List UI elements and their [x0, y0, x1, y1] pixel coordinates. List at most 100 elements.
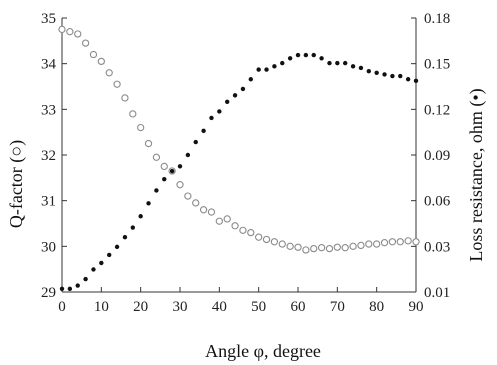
loss-resistance-point	[154, 188, 159, 193]
q-factor-point	[262, 235, 271, 244]
y-left-axis-title: Q-factor (○)	[6, 140, 27, 228]
q-factor-point	[207, 208, 216, 216]
y-right-tick-label: 0.12	[424, 102, 450, 118]
loss-resistance-point	[287, 56, 293, 61]
loss-resistance-point	[280, 60, 285, 66]
q-factor-point	[89, 50, 98, 59]
q-factor-point	[58, 25, 66, 34]
q-factor-point	[270, 238, 279, 246]
loss-resistance-point	[146, 201, 151, 206]
loss-resistance-point	[107, 252, 112, 258]
y-left-axis-ticks: 29 30 31 32 33 34 35	[41, 11, 67, 301]
q-factor-point	[349, 242, 357, 250]
loss-resistance-point	[405, 77, 411, 82]
x-tick-label: 90	[409, 299, 424, 315]
x-tick-label: 40	[212, 299, 227, 315]
loss-resistance-point	[225, 99, 230, 105]
loss-resistance-point	[75, 283, 80, 288]
loss-resistance-point	[232, 93, 238, 98]
q-factor-point	[412, 238, 420, 246]
loss-resistance-point	[413, 78, 419, 84]
loss-resistance-point	[303, 52, 309, 58]
loss-resistance-point	[185, 152, 191, 158]
q-factor-point	[325, 244, 334, 253]
y-right-axis-title: Loss resistance, ohm (•)	[466, 88, 487, 261]
q-factor-point	[286, 242, 294, 250]
loss-resistance-point	[162, 176, 167, 182]
y-right-tick-label: 0.03	[424, 239, 450, 255]
loss-resistance-point	[248, 77, 253, 82]
x-tick-label: 50	[251, 299, 266, 315]
x-tick-label: 80	[369, 299, 384, 315]
loss-resistance-point	[350, 64, 356, 69]
y-left-tick-label: 30	[41, 239, 56, 255]
q-factor-point	[294, 243, 302, 251]
loss-resistance-point	[122, 235, 128, 240]
q-factor-point	[365, 240, 373, 248]
y-right-tick-label: 0.09	[424, 148, 450, 164]
q-factor-point	[247, 228, 255, 237]
y-left-tick-label: 32	[41, 148, 56, 164]
q-factor-point	[137, 123, 145, 132]
q-factor-point	[81, 39, 90, 47]
loss-resistance-point	[177, 164, 183, 169]
loss-resistance-series	[59, 52, 419, 291]
loss-resistance-point	[366, 68, 371, 74]
q-factor-point	[310, 244, 318, 253]
y-right-tick-label: 0.01	[424, 285, 450, 301]
x-tick-label: 20	[133, 299, 148, 315]
q-factor-point	[152, 153, 161, 161]
q-factor-point	[215, 217, 223, 225]
y-right-tick-label: 0.06	[424, 194, 451, 210]
loss-resistance-point	[382, 72, 387, 77]
x-tick-label: 70	[330, 299, 345, 315]
q-factor-point	[388, 238, 397, 246]
plot-frame	[61, 18, 417, 293]
loss-resistance-point	[343, 60, 348, 66]
y-left-tick-label: 31	[41, 194, 56, 210]
loss-resistance-point	[91, 267, 96, 272]
y-right-axis-ticks: 0.01 0.03 0.06 0.09 0.12 0.15 0.18	[411, 11, 451, 301]
q-factor-point	[396, 238, 404, 246]
q-factor-series	[58, 25, 420, 254]
x-tick-label: 10	[94, 299, 109, 315]
loss-resistance-point	[59, 286, 65, 291]
q-factor-point	[223, 215, 231, 223]
loss-resistance-point	[138, 214, 143, 219]
q-factor-point	[129, 110, 137, 118]
q-factor-point	[192, 199, 200, 207]
loss-resistance-point	[99, 260, 104, 266]
q-factor-point	[74, 30, 82, 38]
q-factor-point	[373, 240, 381, 248]
loss-resistance-point	[398, 73, 403, 79]
loss-resistance-point	[374, 70, 379, 76]
y-left-tick-label: 29	[41, 285, 56, 301]
x-axis-ticks: 0 10 20 30 40 50 60 70 80 90	[58, 287, 424, 315]
y-right-tick-label: 0.15	[424, 57, 450, 73]
q-factor-point	[66, 28, 74, 36]
q-factor-point	[239, 226, 247, 234]
loss-resistance-point	[169, 168, 175, 174]
q-factor-point	[404, 237, 412, 245]
loss-resistance-point	[327, 60, 332, 66]
q-factor-point	[121, 94, 129, 102]
x-tick-label: 60	[291, 299, 306, 315]
q-factor-point	[184, 192, 192, 200]
loss-resistance-point	[358, 65, 364, 71]
y-right-tick-label: 0.18	[424, 11, 450, 27]
loss-resistance-point	[295, 52, 301, 58]
x-tick-label: 30	[173, 299, 188, 315]
q-factor-point	[160, 162, 168, 171]
q-factor-point	[278, 240, 286, 248]
q-factor-point	[176, 181, 184, 189]
q-factor-point	[380, 239, 389, 247]
loss-resistance-point	[319, 56, 324, 61]
loss-resistance-point	[217, 109, 222, 114]
q-factor-point	[302, 246, 310, 254]
loss-resistance-point	[130, 225, 135, 230]
loss-resistance-point	[256, 67, 261, 72]
loss-resistance-point	[67, 286, 73, 291]
loss-resistance-point	[240, 86, 246, 92]
x-tick-label: 0	[58, 299, 66, 315]
